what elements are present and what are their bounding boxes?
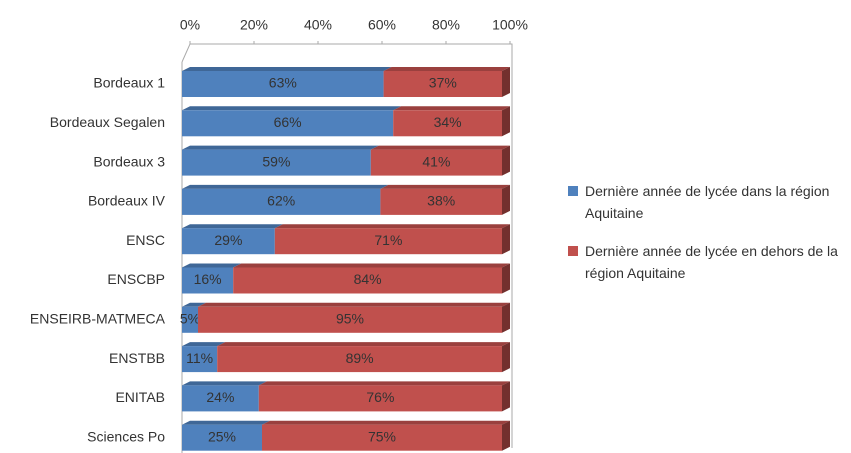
bar-side [502,224,510,255]
bar [233,267,502,294]
y-tick-label: Sciences Po [87,428,165,444]
value-label: 71% [374,232,402,248]
bar-top [182,420,270,425]
legend-swatch [568,186,578,196]
bar [182,267,234,294]
bar-top [258,381,510,386]
value-label: 84% [354,271,382,287]
value-label: 5% [180,311,200,327]
y-tick-label: Bordeaux IV [88,193,166,209]
y-tick-label: Bordeaux 1 [93,75,165,91]
bar-top [182,106,402,111]
value-label: 66% [274,114,302,130]
bar-side [502,381,510,412]
bar-top [182,184,389,189]
legend: Dernière année de lycée dans la région A… [568,180,838,300]
bar [182,306,198,333]
legend-swatch [568,246,578,256]
bar-top [198,302,510,307]
bar-top [370,145,510,150]
bar [182,424,262,451]
legend-item: Dernière année de lycée dans la région A… [568,180,838,224]
bar [182,188,381,215]
bar-top [217,342,510,347]
bar [393,110,502,137]
x-tick-label: 0% [180,17,200,33]
bar [182,149,371,176]
value-label: 24% [206,389,234,405]
bar [380,188,502,215]
value-label: 11% [186,350,213,366]
bar-side [502,145,510,176]
y-tick-label: ENSEIRB-MATMECA [30,311,166,327]
bar-top [233,263,510,268]
bar-top [182,67,392,71]
y-tick-label: Bordeaux 3 [93,153,165,169]
value-label: 63% [269,75,297,91]
bar [262,424,502,451]
y-tick-label: ENSC [126,232,165,248]
y-tick-label: Bordeaux Segalen [50,114,165,130]
bar-top [380,184,510,189]
value-label: 41% [422,153,450,169]
bar [217,346,502,373]
value-label: 29% [214,232,242,248]
bar-top [393,106,510,111]
y-tick-label: ENSCBP [107,271,165,287]
bar [182,110,394,137]
bar [274,228,502,255]
value-label: 37% [429,75,457,91]
value-label: 76% [366,389,394,405]
plot-frame [181,43,513,448]
bar-top [182,263,242,268]
x-tick-label: 20% [240,17,268,33]
x-tick-label: 100% [492,17,528,33]
y-tick-label: ENSTBB [109,350,165,366]
bar [182,346,218,373]
bar-top [383,67,510,71]
bar-top [274,224,510,229]
y-tick-label: ENITAB [115,389,165,405]
bar-top [182,145,379,150]
bar-top [182,224,283,229]
value-label: 95% [336,311,364,327]
bar-top [262,420,510,425]
bar [258,385,502,412]
bar-side [502,342,510,373]
value-label: 25% [208,428,236,444]
x-tick-label: 60% [368,17,396,33]
bar-top [182,342,226,347]
bar [182,228,275,255]
x-tick-label: 40% [304,17,332,33]
legend-label: Dernière année de lycée dans la région A… [585,183,830,221]
bar-side [502,184,510,215]
legend-item: Dernière année de lycée en dehors de la … [568,240,838,284]
bar-side [502,302,510,333]
value-label: 75% [368,428,396,444]
legend-label: Dernière année de lycée en dehors de la … [585,243,838,281]
bar-side [502,420,510,451]
value-label: 38% [427,193,455,209]
bar-top [182,381,267,386]
x-tick-label: 80% [432,17,460,33]
bar [370,149,502,176]
value-label: 62% [267,193,295,209]
bar-side [502,263,510,294]
value-label: 59% [262,153,290,169]
bar [182,71,384,97]
value-label: 16% [194,271,222,287]
value-label: 89% [346,350,374,366]
bar [383,71,502,97]
bar-side [502,67,510,97]
value-label: 34% [434,114,462,130]
bar-side [502,106,510,137]
bar [198,306,502,333]
bar [182,385,259,412]
